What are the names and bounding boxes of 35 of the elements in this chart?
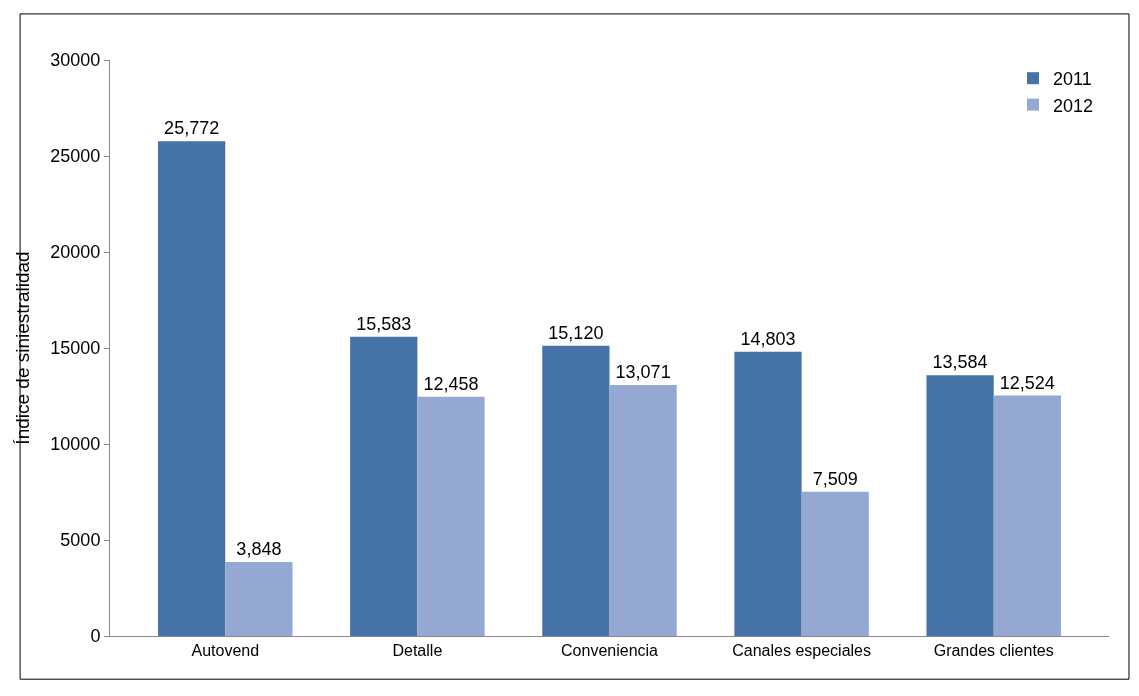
legend-label: 2011	[1053, 69, 1092, 90]
data-label: 13,071	[615, 362, 671, 383]
bar	[225, 562, 293, 636]
data-label: 7,509	[812, 468, 858, 489]
bar	[417, 396, 485, 636]
y-tick-label: 0	[90, 626, 101, 647]
bar	[609, 385, 677, 636]
data-label: 3,848	[236, 539, 282, 560]
data-label: 12,458	[423, 373, 479, 394]
data-label: 14,803	[740, 328, 796, 349]
y-tick-label: 15000	[50, 338, 101, 359]
data-label: 25,772	[164, 118, 220, 139]
data-label: 15,120	[548, 322, 604, 343]
bar	[993, 395, 1061, 636]
y-tick-label: 25000	[50, 146, 101, 167]
data-label: 15,583	[356, 313, 412, 334]
bar	[734, 351, 802, 636]
data-label: 13,584	[932, 352, 988, 373]
x-tick-label: Autovend	[191, 642, 260, 660]
x-tick-label: Detalle	[392, 642, 443, 660]
bar	[350, 336, 418, 636]
x-tick-label: Grandes clientes	[933, 642, 1054, 660]
x-tick-label: Conveniencia	[561, 642, 659, 660]
data-label: 12,524	[999, 372, 1055, 393]
legend-label: 2012	[1053, 95, 1094, 116]
y-tick-label: 5000	[60, 530, 101, 551]
y-tick-label: 10000	[50, 434, 101, 455]
bar	[801, 491, 869, 636]
bar	[158, 141, 226, 636]
x-tick-label: Canales especiales	[732, 642, 871, 660]
bar	[926, 375, 994, 636]
y-tick-label: 20000	[50, 242, 101, 263]
bar	[542, 345, 610, 636]
y-tick-label: 30000	[50, 50, 101, 71]
y-axis-title: Índice de siniestralidad	[12, 251, 34, 445]
